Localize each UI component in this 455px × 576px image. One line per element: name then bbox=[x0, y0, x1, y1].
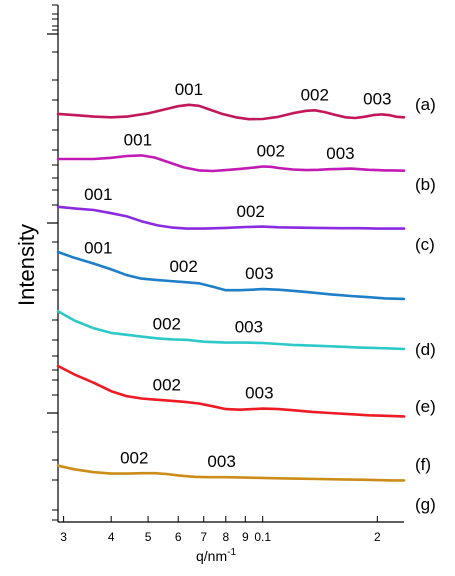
series-curves bbox=[56, 103, 406, 482]
peak-label-001: 001 bbox=[124, 130, 152, 149]
series-line-e bbox=[56, 310, 406, 351]
x-tick-label: 2 bbox=[374, 530, 381, 544]
peak-label-003: 003 bbox=[207, 452, 235, 471]
series-label-d: (d) bbox=[415, 340, 436, 359]
series-label-g: (g) bbox=[415, 495, 436, 514]
series-labels: (a) (b) (c) (d) (e) (f) (g) bbox=[415, 95, 436, 514]
x-tick-label: 6 bbox=[175, 530, 182, 544]
x-tick-label: 7 bbox=[200, 530, 207, 544]
peak-label-001: 001 bbox=[84, 239, 112, 258]
x-ticks: 3 4 5 6 7 8 9 0.1 2 bbox=[60, 516, 381, 544]
peak-label-003: 003 bbox=[245, 264, 273, 283]
peak-label-003: 003 bbox=[326, 144, 354, 163]
x-tick-label: 3 bbox=[60, 530, 67, 544]
series-label-f: (f) bbox=[415, 455, 431, 474]
x-axis-title-exponent: -1 bbox=[227, 547, 236, 558]
peak-label-003: 003 bbox=[235, 318, 263, 337]
peak-labels: 001 002 003 001 002 003 001 002 001 002 003 002 003 0… bbox=[84, 80, 391, 471]
peak-label-002: 002 bbox=[120, 449, 148, 468]
x-tick-label: 5 bbox=[145, 530, 152, 544]
x-axis-title-main: q/nm bbox=[196, 548, 227, 564]
series-line-g bbox=[56, 464, 406, 482]
peak-label-001: 001 bbox=[84, 185, 112, 204]
peak-label-001: 001 bbox=[175, 80, 203, 99]
y-axis-title: Intensity bbox=[14, 224, 39, 306]
series-line-d bbox=[56, 250, 406, 301]
peak-label-002: 002 bbox=[257, 142, 285, 161]
x-tick-label: 0.1 bbox=[254, 530, 271, 544]
series-label-b: (b) bbox=[415, 175, 436, 194]
series-line-b bbox=[56, 154, 406, 173]
peak-label-003: 003 bbox=[363, 89, 391, 108]
peak-label-002: 002 bbox=[153, 314, 181, 333]
series-label-c: (c) bbox=[415, 235, 435, 254]
peak-label-002: 002 bbox=[237, 202, 265, 221]
x-tick-label: 8 bbox=[222, 530, 229, 544]
series-line-f bbox=[56, 364, 406, 418]
series-label-e: (e) bbox=[415, 397, 436, 416]
peak-label-002: 002 bbox=[169, 257, 197, 276]
peak-label-003: 003 bbox=[245, 384, 273, 403]
series-line-a bbox=[56, 103, 406, 121]
x-axis-title: q/nm-1 bbox=[196, 547, 236, 564]
x-tick-label: 4 bbox=[108, 530, 115, 544]
x-tick-label: 9 bbox=[242, 530, 249, 544]
peak-label-002: 002 bbox=[153, 376, 181, 395]
y-ticks bbox=[47, 4, 58, 521]
series-label-a: (a) bbox=[415, 95, 436, 114]
series-line-c bbox=[56, 205, 406, 230]
peak-label-002: 002 bbox=[301, 85, 329, 104]
